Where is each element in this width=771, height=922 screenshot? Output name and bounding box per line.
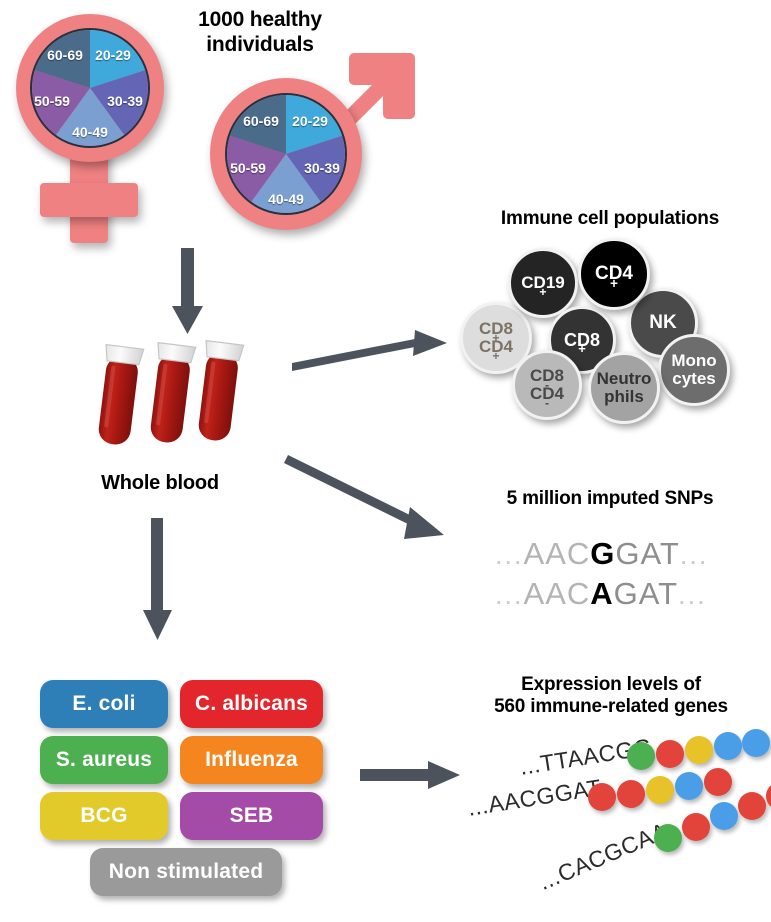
male-pie-label-60-69: 60-69 [243, 113, 279, 129]
stimulus-c-albicans[interactable]: C. albicans [180, 680, 323, 728]
female-pie-label-60-69: 60-69 [47, 47, 83, 63]
stimulus-e-coli[interactable]: E. coli [40, 680, 168, 728]
immune-cell-neutrophils-line2: phils [604, 387, 644, 406]
stimulus-influenza[interactable]: Influenza [180, 736, 323, 784]
immune-cell-neutrophils-line1: Neutro [596, 369, 652, 389]
snp-row-1-lead-ellipsis: ... [495, 540, 524, 570]
female-age-pie [30, 28, 150, 148]
title-expression-text: Expression levels of 560 immune-related … [494, 674, 728, 718]
page-title-individuals: 1000 healthy individuals [150, 8, 370, 58]
blood-tube-1 [98, 343, 145, 445]
male-pie-label-20-29: 20-29 [292, 113, 328, 129]
gene-strand-1-bead-2 [656, 740, 684, 768]
immune-cell-cd8cd4neg: CD8- CD4- [512, 350, 582, 420]
gene-strand-1-bead-5 [742, 729, 770, 757]
male-symbol: 20-29 30-39 40-49 50-59 60-69 [198, 18, 418, 243]
gene-strand-2-sequence: ...AACGGAT [465, 774, 604, 821]
immune-cell-cd8cd4pos-line1: CD8 + [478, 319, 513, 345]
gene-strand-2-bead-5 [704, 768, 732, 796]
immune-cell-cd8-label: CD8 + [563, 329, 600, 357]
gene-strand-3-bead-5 [766, 782, 771, 810]
snp-sequence-row-2: ...AACAGAT... [495, 576, 707, 612]
label-whole-blood: Whole blood [101, 472, 219, 494]
gene-strand-3-bead-4 [738, 792, 766, 820]
gene-strand-1-bead-1 [627, 742, 655, 770]
female-pie-label-50-59: 50-59 [34, 93, 70, 109]
blood-tubes-group [95, 335, 305, 485]
male-pie-label-30-39: 30-39 [304, 160, 340, 176]
immune-cell-cd8cd4pos-line2: CD4 + [478, 337, 513, 363]
stimulus-s-aureus[interactable]: S. aureus [40, 736, 168, 784]
snp-row-2-prefix: AAC [523, 576, 591, 611]
immune-cell-monocytes-line1: Mono [671, 351, 717, 371]
snp-row-1-highlight: G [590, 536, 616, 571]
immune-cell-cd8cd4neg-line2: CD4- [529, 384, 564, 410]
male-age-pie [225, 93, 347, 215]
female-pie-label-30-39: 30-39 [107, 93, 143, 109]
male-pie-label-50-59: 50-59 [230, 160, 266, 176]
stimulus-bcg[interactable]: BCG [40, 792, 168, 840]
page-title-expression: Expression levels of 560 immune-related … [452, 674, 770, 719]
snp-row-2-highlight: A [590, 576, 614, 611]
snp-row-2-suffix: GAT [613, 576, 679, 611]
immune-cell-neutrophils: Neutro phils [588, 352, 660, 424]
snp-row-2-lead-ellipsis: ... [495, 580, 524, 610]
gene-strand-3-bead-2 [682, 813, 710, 841]
female-symbol: 20-29 30-39 40-49 50-59 60-69 [8, 8, 188, 243]
snp-row-2-trail-ellipsis: ... [678, 580, 707, 610]
page-title-immune-cells: Immune cell populations [500, 208, 720, 229]
snp-sequence-row-1: ...AACGGAT... [495, 536, 708, 572]
gene-strand-3-bead-1 [654, 824, 682, 852]
stimulus-non-stimulated[interactable]: Non stimulated [90, 848, 282, 896]
arrow-individuals-to-blood [172, 248, 203, 334]
blood-tube-2 [150, 341, 197, 443]
immune-cell-cd19-label: CD19 + [521, 273, 565, 299]
stimulus-seb[interactable]: SEB [180, 792, 323, 840]
arrow-blood-to-stimuli [143, 518, 172, 640]
snp-row-1-trail-ellipsis: ... [679, 540, 709, 570]
gene-strand-1-bead-3 [685, 736, 713, 764]
arrow-blood-to-immune-cells [292, 330, 447, 371]
gene-strand-3-bead-3 [710, 802, 738, 830]
immune-cell-monocytes: Mono cytes [658, 334, 730, 406]
title-individuals-line1: 1000 healthy individuals [198, 8, 322, 56]
gene-strand-3-sequence: ...CACGCAA [534, 817, 672, 896]
gene-strand-2-bead-3 [646, 776, 674, 804]
immune-cell-cd19: CD19 + [508, 248, 578, 318]
gene-strand-2-bead-1 [588, 783, 616, 811]
immune-cell-monocytes-line2: cytes [672, 369, 716, 388]
arrow-blood-to-snps [284, 455, 444, 539]
snp-row-1-prefix: AAC [523, 536, 591, 571]
arrow-stimuli-to-expression [360, 761, 460, 789]
immune-cell-nk-label: NK [649, 312, 677, 334]
immune-cell-cd4-label: CD4 + [594, 263, 633, 291]
blood-tubes-svg [98, 339, 245, 445]
female-pie-label-20-29: 20-29 [95, 47, 131, 63]
female-symbol-crossbar [40, 183, 138, 217]
gene-strand-2-bead-2 [617, 780, 645, 808]
female-pie-label-40-49: 40-49 [72, 124, 108, 140]
female-pie-slices [32, 30, 148, 146]
male-pie-slices [227, 95, 345, 213]
blood-tube-3 [198, 339, 245, 441]
page-title-snps: 5 million imputed SNPs [506, 488, 714, 509]
male-pie-label-40-49: 40-49 [268, 191, 304, 207]
snp-row-1-suffix: GAT [615, 536, 680, 571]
gene-strand-2-bead-4 [675, 772, 703, 800]
immune-cell-cd8: CD8 + [548, 306, 616, 374]
immune-cell-cd4: CD4 + [578, 238, 650, 310]
immune-cell-cd8cd4neg-line1: CD8- [529, 366, 564, 392]
gene-strand-1-bead-4 [714, 732, 742, 760]
